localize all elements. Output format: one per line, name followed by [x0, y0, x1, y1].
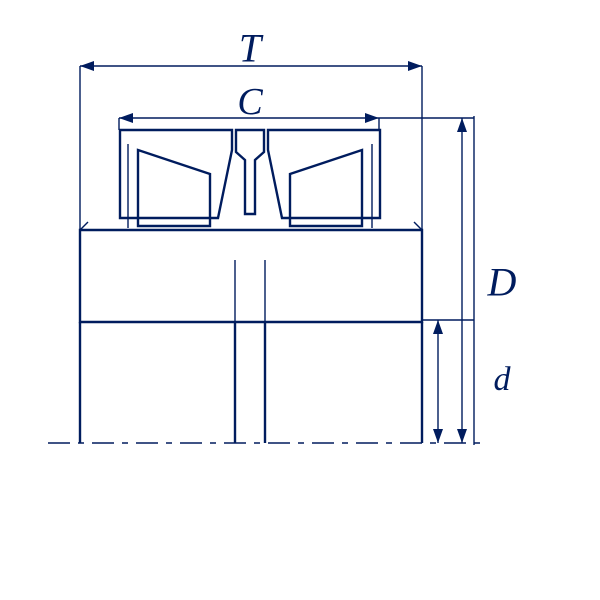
label-C: C [237, 80, 262, 124]
label-T: T [239, 25, 261, 72]
bearing-diagram: T C D d [0, 0, 600, 600]
label-d: d [494, 361, 511, 399]
label-D: D [488, 259, 517, 306]
